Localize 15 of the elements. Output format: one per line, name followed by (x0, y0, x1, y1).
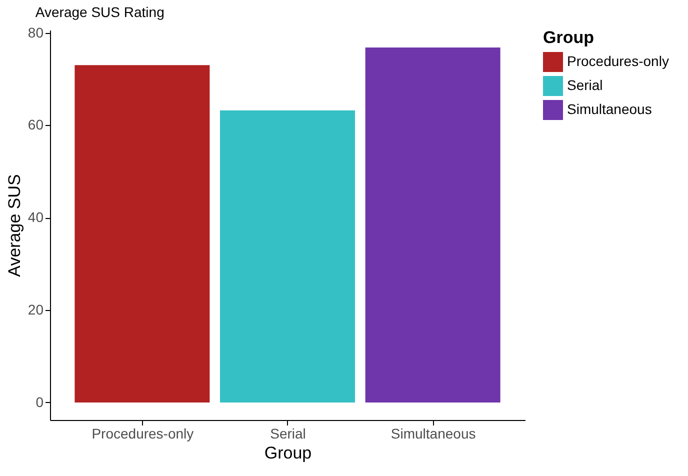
legend-label: Procedures-only (567, 53, 669, 69)
y-tick-label: 0 (36, 394, 44, 410)
y-tick-label: 40 (28, 209, 44, 226)
x-axis-title: Group (264, 444, 312, 462)
y-tick-label: 80 (28, 24, 44, 40)
y-tick-label: 20 (28, 302, 44, 318)
x-tick-label: Procedures-only (92, 426, 194, 442)
y-axis-title: Average SUS (4, 174, 24, 277)
legend-label: Simultaneous (567, 101, 652, 117)
legend-label: Serial (567, 77, 603, 93)
x-tick-label: Simultaneous (390, 426, 476, 442)
legend-title: Group (543, 28, 594, 47)
x-tick-label: Serial (270, 426, 306, 442)
y-tick-label: 60 (28, 116, 44, 133)
chart-title: Average SUS Rating (35, 4, 164, 20)
